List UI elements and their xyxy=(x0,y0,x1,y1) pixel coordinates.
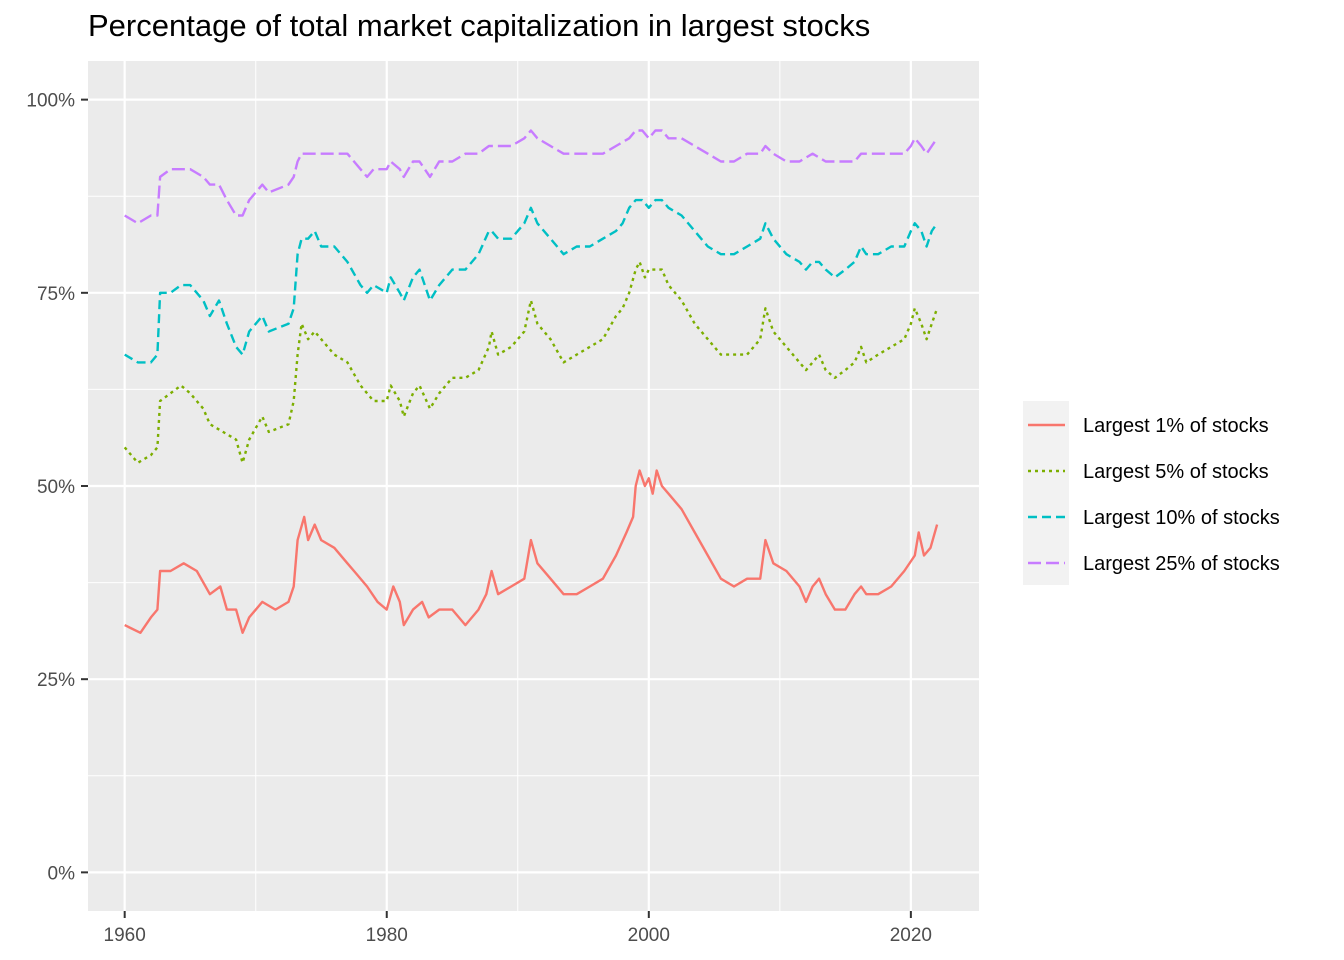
x-tick-label: 1960 xyxy=(104,925,146,946)
legend-background xyxy=(1023,401,1069,585)
x-tick-label: 1980 xyxy=(366,925,408,946)
y-tick-label: 50% xyxy=(37,477,75,498)
legend-label-2: Largest 5% of stocks xyxy=(1083,461,1269,483)
major-gridlines xyxy=(88,61,979,911)
x-axis: 1960 1980 2000 2020 xyxy=(104,911,932,946)
y-tick-label: 25% xyxy=(37,670,75,691)
x-tick-label: 2020 xyxy=(890,925,932,946)
y-tick-label: 75% xyxy=(37,284,75,305)
series-line-3 xyxy=(124,198,939,364)
series-line-1 xyxy=(124,469,939,634)
y-tick-label: 100% xyxy=(26,91,75,112)
legend: Largest 1% of stocks Largest 5% of stocks… xyxy=(1023,401,1280,585)
legend-label-4: Largest 25% of stocks xyxy=(1083,553,1280,575)
legend-label-1: Largest 1% of stocks xyxy=(1083,415,1269,437)
y-tick-label: 0% xyxy=(48,863,76,884)
legend-label-3: Largest 10% of stocks xyxy=(1083,507,1280,529)
chart-title: Percentage of total market capitalizatio… xyxy=(88,8,871,43)
y-axis: 0% 25% 50% 75% 100% xyxy=(26,91,88,884)
series-lines xyxy=(123,129,939,634)
x-tick-label: 2000 xyxy=(628,925,670,946)
series-line-4 xyxy=(124,129,939,225)
series-line-2 xyxy=(123,260,939,464)
